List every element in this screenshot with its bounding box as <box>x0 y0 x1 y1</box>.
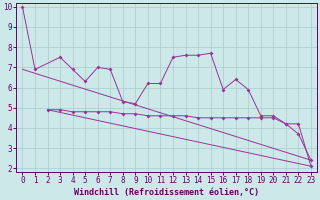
X-axis label: Windchill (Refroidissement éolien,°C): Windchill (Refroidissement éolien,°C) <box>74 188 259 197</box>
